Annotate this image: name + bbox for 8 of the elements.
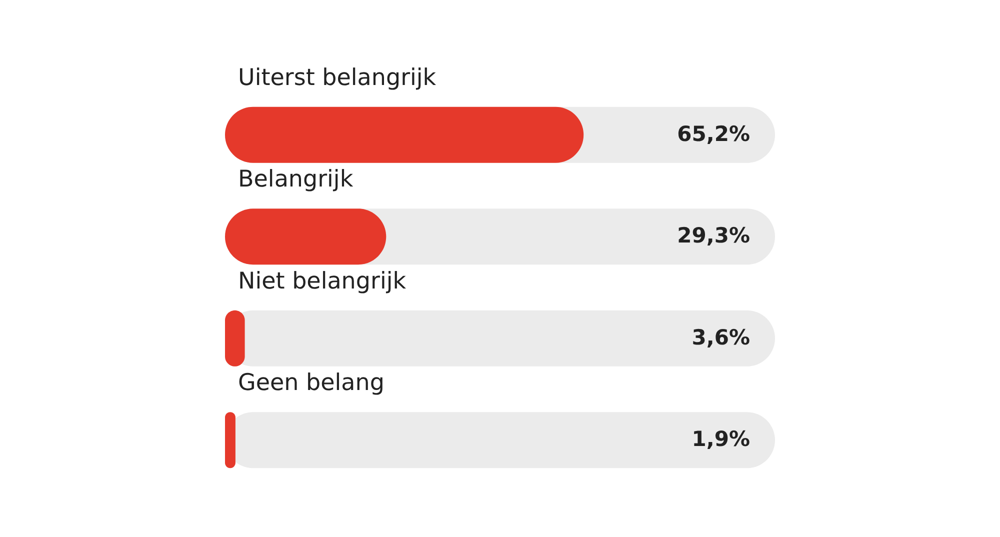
y-tick-label: Niet belangrijk (238, 268, 407, 294)
data-label: 29,3% (677, 224, 750, 248)
data-label: 1,9% (692, 427, 750, 452)
y-tick-label: Geen belang (238, 370, 384, 396)
y-tick-label: Belangrijk (238, 166, 354, 193)
data-label: 3,6% (692, 325, 750, 350)
y-tick-label: Uiterst belangrijk (238, 64, 437, 91)
data-label: 65,2% (677, 122, 750, 146)
